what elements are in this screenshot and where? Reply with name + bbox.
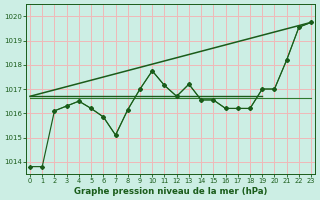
X-axis label: Graphe pression niveau de la mer (hPa): Graphe pression niveau de la mer (hPa) (74, 187, 267, 196)
